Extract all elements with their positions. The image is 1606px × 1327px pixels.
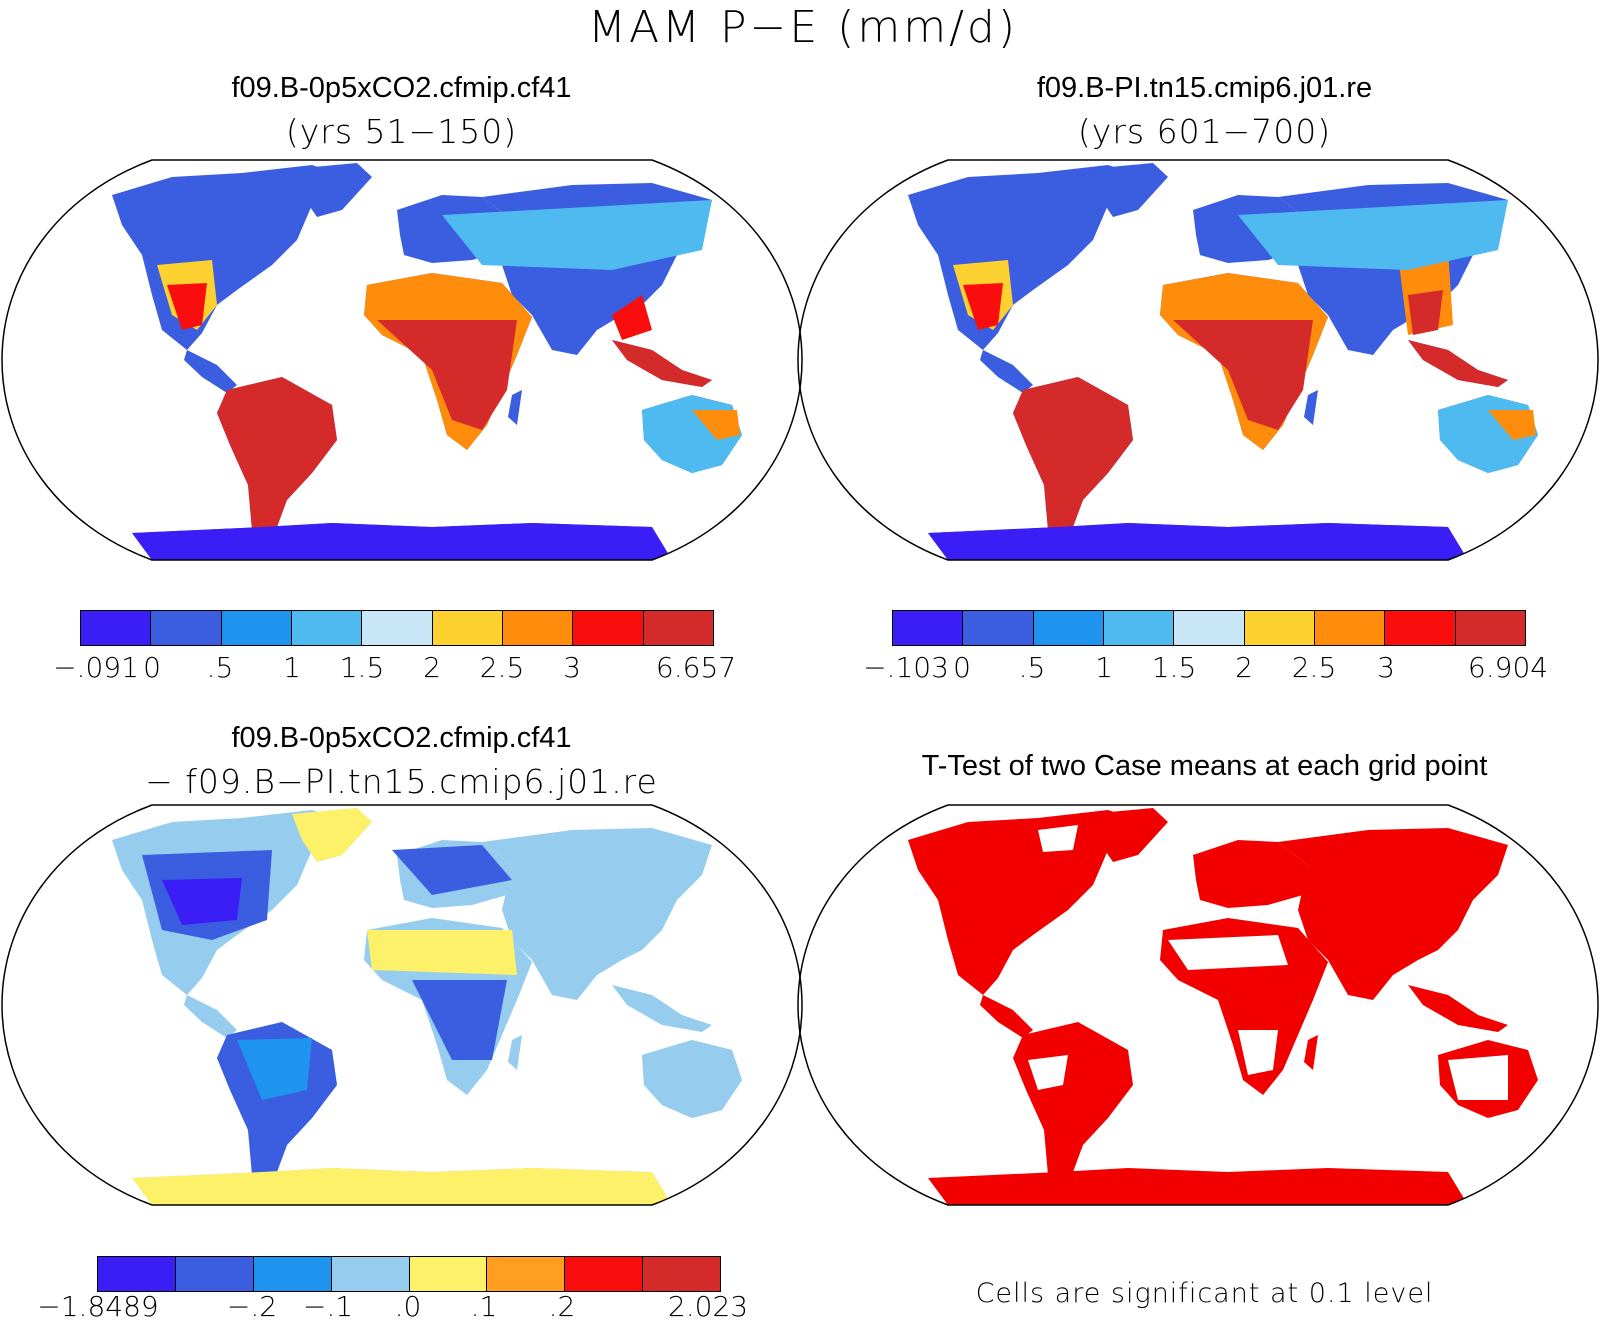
colorbar-swatch	[432, 611, 503, 645]
colorbar-tick-label: 1.5	[1151, 651, 1197, 684]
colorbar-tick-label: 0	[953, 651, 971, 684]
colorbar-tick-label: 2.5	[479, 651, 525, 684]
colorbar-swatch	[409, 1257, 488, 1291]
colorbar-swatch	[81, 611, 152, 645]
colorbar-tick-label: −1.8489	[37, 1290, 159, 1323]
colorbar-tick-label: −.2	[226, 1290, 278, 1323]
panel-title-diff: f09.B-0p5xCO2.cfmip.cf41	[231, 722, 572, 754]
colorbar-swatch	[963, 611, 1034, 645]
colorbar-swatch	[331, 1257, 410, 1291]
map-case2	[797, 159, 1599, 561]
significance-note: Cells are significant at 0.1 level	[975, 1278, 1434, 1309]
panel-title-case2: f09.B-PI.tn15.cmip6.j01.re	[1036, 72, 1373, 104]
colorbar-tick-label: 1.5	[339, 651, 385, 684]
colorbar-tick-label: 2.5	[1291, 651, 1337, 684]
colorbar-case2	[892, 610, 1526, 646]
figure-title: MAM P−E (mm/d)	[587, 2, 1018, 53]
colorbar-swatch	[565, 1257, 644, 1291]
panel-subtitle-diff: − f09.B−PI.tn15.cmip6.j01.re	[145, 762, 658, 801]
colorbar-tick-label: 6.904	[1467, 651, 1549, 684]
colorbar-tick-label: .2	[548, 1290, 576, 1323]
colorbar-tick-label: 2	[423, 651, 441, 684]
colorbar-tick-label: 0	[143, 651, 161, 684]
colorbar-swatch	[573, 611, 644, 645]
colorbar-swatch	[98, 1257, 176, 1291]
colorbar-swatch	[362, 611, 433, 645]
colorbar-swatch	[487, 1257, 566, 1291]
colorbar-tick-label: 2.023	[667, 1290, 749, 1323]
colorbar-swatch	[291, 611, 363, 645]
colorbar-tick-label: 6.657	[655, 651, 737, 684]
colorbar-swatch	[1385, 611, 1456, 645]
panel-title-ttest: T-Test of two Case means at each grid po…	[921, 750, 1488, 782]
colorbar-swatch	[1174, 611, 1245, 645]
colorbar-swatch	[1455, 611, 1525, 645]
panel-subtitle-case1: (yrs 51−150)	[285, 112, 518, 151]
panel-subtitle-case2: (yrs 601−700)	[1077, 112, 1332, 151]
map-diff	[1, 804, 803, 1206]
colorbar-swatch	[1033, 611, 1104, 645]
colorbar-swatch	[643, 611, 713, 645]
colorbar-swatch	[1244, 611, 1315, 645]
colorbar-tick-label: 3	[563, 651, 581, 684]
colorbar-tick-label: 3	[1377, 651, 1395, 684]
colorbar-swatch	[253, 1257, 332, 1291]
map-ttest	[797, 804, 1599, 1206]
colorbar-tick-label: .5	[1018, 651, 1046, 684]
colorbar-tick-label: −.103	[863, 651, 949, 684]
colorbar-tick-label: 2	[1235, 651, 1253, 684]
colorbar-tick-label: .5	[206, 651, 234, 684]
colorbar-diff	[97, 1256, 721, 1292]
colorbar-swatch	[175, 1257, 254, 1291]
map-case1	[1, 159, 803, 561]
colorbar-tick-label: .1	[470, 1290, 498, 1323]
colorbar-swatch	[893, 611, 964, 645]
colorbar-tick-label: .0	[394, 1290, 422, 1323]
colorbar-tick-label: −.1	[302, 1290, 354, 1323]
colorbar-tick-label: −.091	[53, 651, 139, 684]
panel-title-case1: f09.B-0p5xCO2.cfmip.cf41	[231, 72, 572, 104]
colorbar-tick-label: 1	[1095, 651, 1113, 684]
colorbar-swatch	[502, 611, 574, 645]
colorbar-swatch	[1103, 611, 1175, 645]
colorbar-swatch	[1314, 611, 1386, 645]
colorbar-swatch	[221, 611, 292, 645]
colorbar-case1	[80, 610, 714, 646]
colorbar-swatch	[151, 611, 222, 645]
colorbar-swatch	[643, 1257, 720, 1291]
colorbar-tick-label: 1	[283, 651, 301, 684]
